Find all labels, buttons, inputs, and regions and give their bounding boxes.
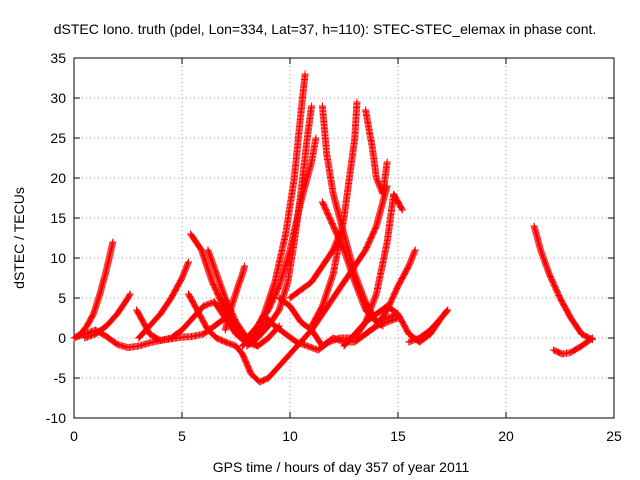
data-series <box>530 222 596 344</box>
data-point <box>587 335 595 343</box>
data-point <box>312 134 320 142</box>
y-tick-label: 15 <box>50 210 66 226</box>
data-series <box>362 246 419 338</box>
plot-frame <box>73 57 615 419</box>
data-point <box>184 259 192 267</box>
data-series <box>243 102 316 350</box>
y-tick-label: 20 <box>50 170 66 186</box>
y-axis-label: dSTEC / TECUs <box>11 187 27 289</box>
axis-ticks: -10 -5 0 5 10 15 20 25 30 35 0 5 10 15 20 25 <box>46 50 622 444</box>
data-point <box>383 158 391 166</box>
data-point <box>126 290 134 298</box>
data-series <box>81 290 134 342</box>
y-tick-label: -5 <box>54 370 67 386</box>
data-series <box>221 262 249 334</box>
data-points <box>70 70 596 386</box>
x-tick-label: 15 <box>390 428 406 444</box>
data-point <box>411 247 419 255</box>
data-point <box>588 334 596 342</box>
y-tick-label: 25 <box>50 130 66 146</box>
data-point <box>254 342 262 350</box>
data-series <box>185 290 240 350</box>
y-tick-label: 0 <box>58 330 66 346</box>
y-tick-label: 30 <box>50 90 66 106</box>
data-series <box>308 98 361 330</box>
x-tick-label: 25 <box>606 428 622 444</box>
data-series <box>135 258 192 342</box>
x-axis-label: GPS time / hours of day 357 of year 2011 <box>213 459 470 475</box>
data-point <box>379 322 387 330</box>
data-point <box>353 98 361 106</box>
x-tick-label: 0 <box>70 428 78 444</box>
data-point <box>398 205 406 213</box>
data-series <box>405 306 452 346</box>
data-series <box>260 312 354 354</box>
chart-title: dSTEC Iono. truth (pdel, Lon=334, Lat=37… <box>54 21 597 37</box>
y-tick-label: -10 <box>46 410 66 426</box>
y-tick-label: 5 <box>58 290 66 306</box>
data-point <box>444 306 452 314</box>
data-point <box>125 291 133 299</box>
data-point <box>109 238 117 246</box>
y-tick-label: 10 <box>50 250 66 266</box>
grid <box>74 58 614 418</box>
x-tick-label: 10 <box>282 428 298 444</box>
x-tick-label: 20 <box>498 428 514 444</box>
data-point <box>443 307 451 315</box>
data-point <box>253 341 260 349</box>
data-point <box>308 102 316 110</box>
data-point <box>398 206 406 214</box>
data-series <box>239 70 309 350</box>
y-tick-label: 35 <box>50 50 66 66</box>
data-point <box>241 262 249 270</box>
data-series <box>204 246 262 350</box>
data-point <box>185 258 192 266</box>
x-tick-label: 5 <box>178 428 186 444</box>
data-series <box>362 106 391 198</box>
data-series <box>550 334 596 358</box>
data-point <box>301 70 309 78</box>
data-point <box>411 246 419 254</box>
